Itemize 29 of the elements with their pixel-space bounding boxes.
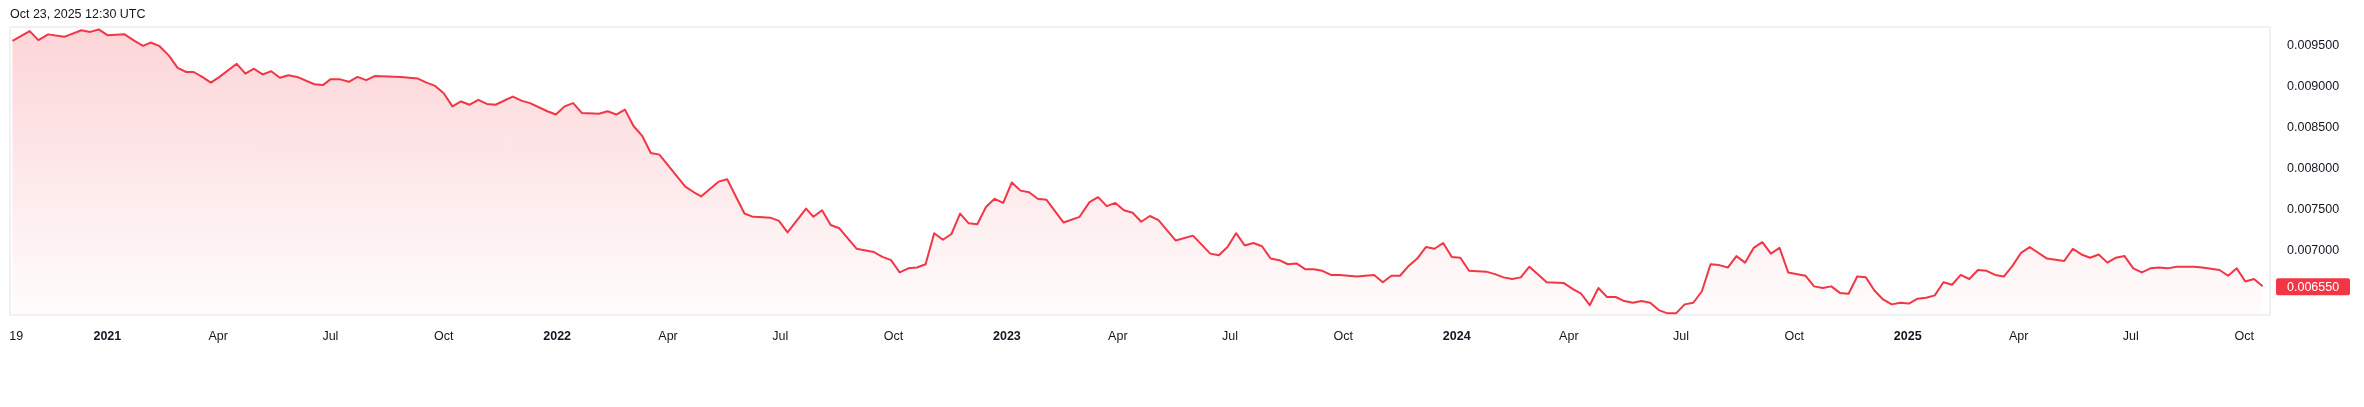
x-tick-label: Jul [2122, 328, 2139, 343]
x-tick-label: Oct [434, 328, 455, 343]
x-tick-label: 19 [9, 328, 24, 343]
y-tick-label: 0.008000 [2287, 160, 2340, 175]
x-tick-label: 2022 [543, 328, 572, 343]
x-tick-label: Apr [1559, 328, 1579, 343]
x-tick-label: 2024 [1442, 328, 1471, 343]
x-tick-label: Apr [2008, 328, 2029, 343]
y-tick-label: 0.009000 [2287, 78, 2340, 93]
x-tick-label: Oct [1333, 328, 1354, 343]
x-tick-label: Apr [658, 328, 678, 343]
y-tick-label: 0.008500 [2287, 119, 2340, 134]
x-tick-label: Jul [322, 328, 339, 343]
x-tick-label: Apr [1108, 328, 1128, 343]
x-tick-label: 2023 [993, 328, 1021, 343]
x-tick-label: Apr [208, 328, 228, 343]
text: Oct 23, 2025 12:30 UTC [10, 6, 146, 21]
x-tick-label: Jul [772, 328, 789, 343]
x-tick-label: 2025 [1893, 328, 1922, 343]
y-tick-label: 0.009500 [2287, 38, 2340, 52]
y-tick-label: 0.007500 [2287, 201, 2340, 216]
x-tick-label: Jul [1672, 328, 1689, 343]
x-tick-label: 2021 [93, 328, 122, 343]
annotation: 0.006550 [2287, 279, 2340, 294]
x-tick-label: Oct [1784, 328, 1805, 343]
x-tick-label: Oct [883, 328, 904, 343]
x-tick-label: Jul [1221, 328, 1238, 343]
x-tick-label: Oct [2234, 328, 2255, 343]
y-tick-label: 0.007000 [2287, 242, 2340, 257]
